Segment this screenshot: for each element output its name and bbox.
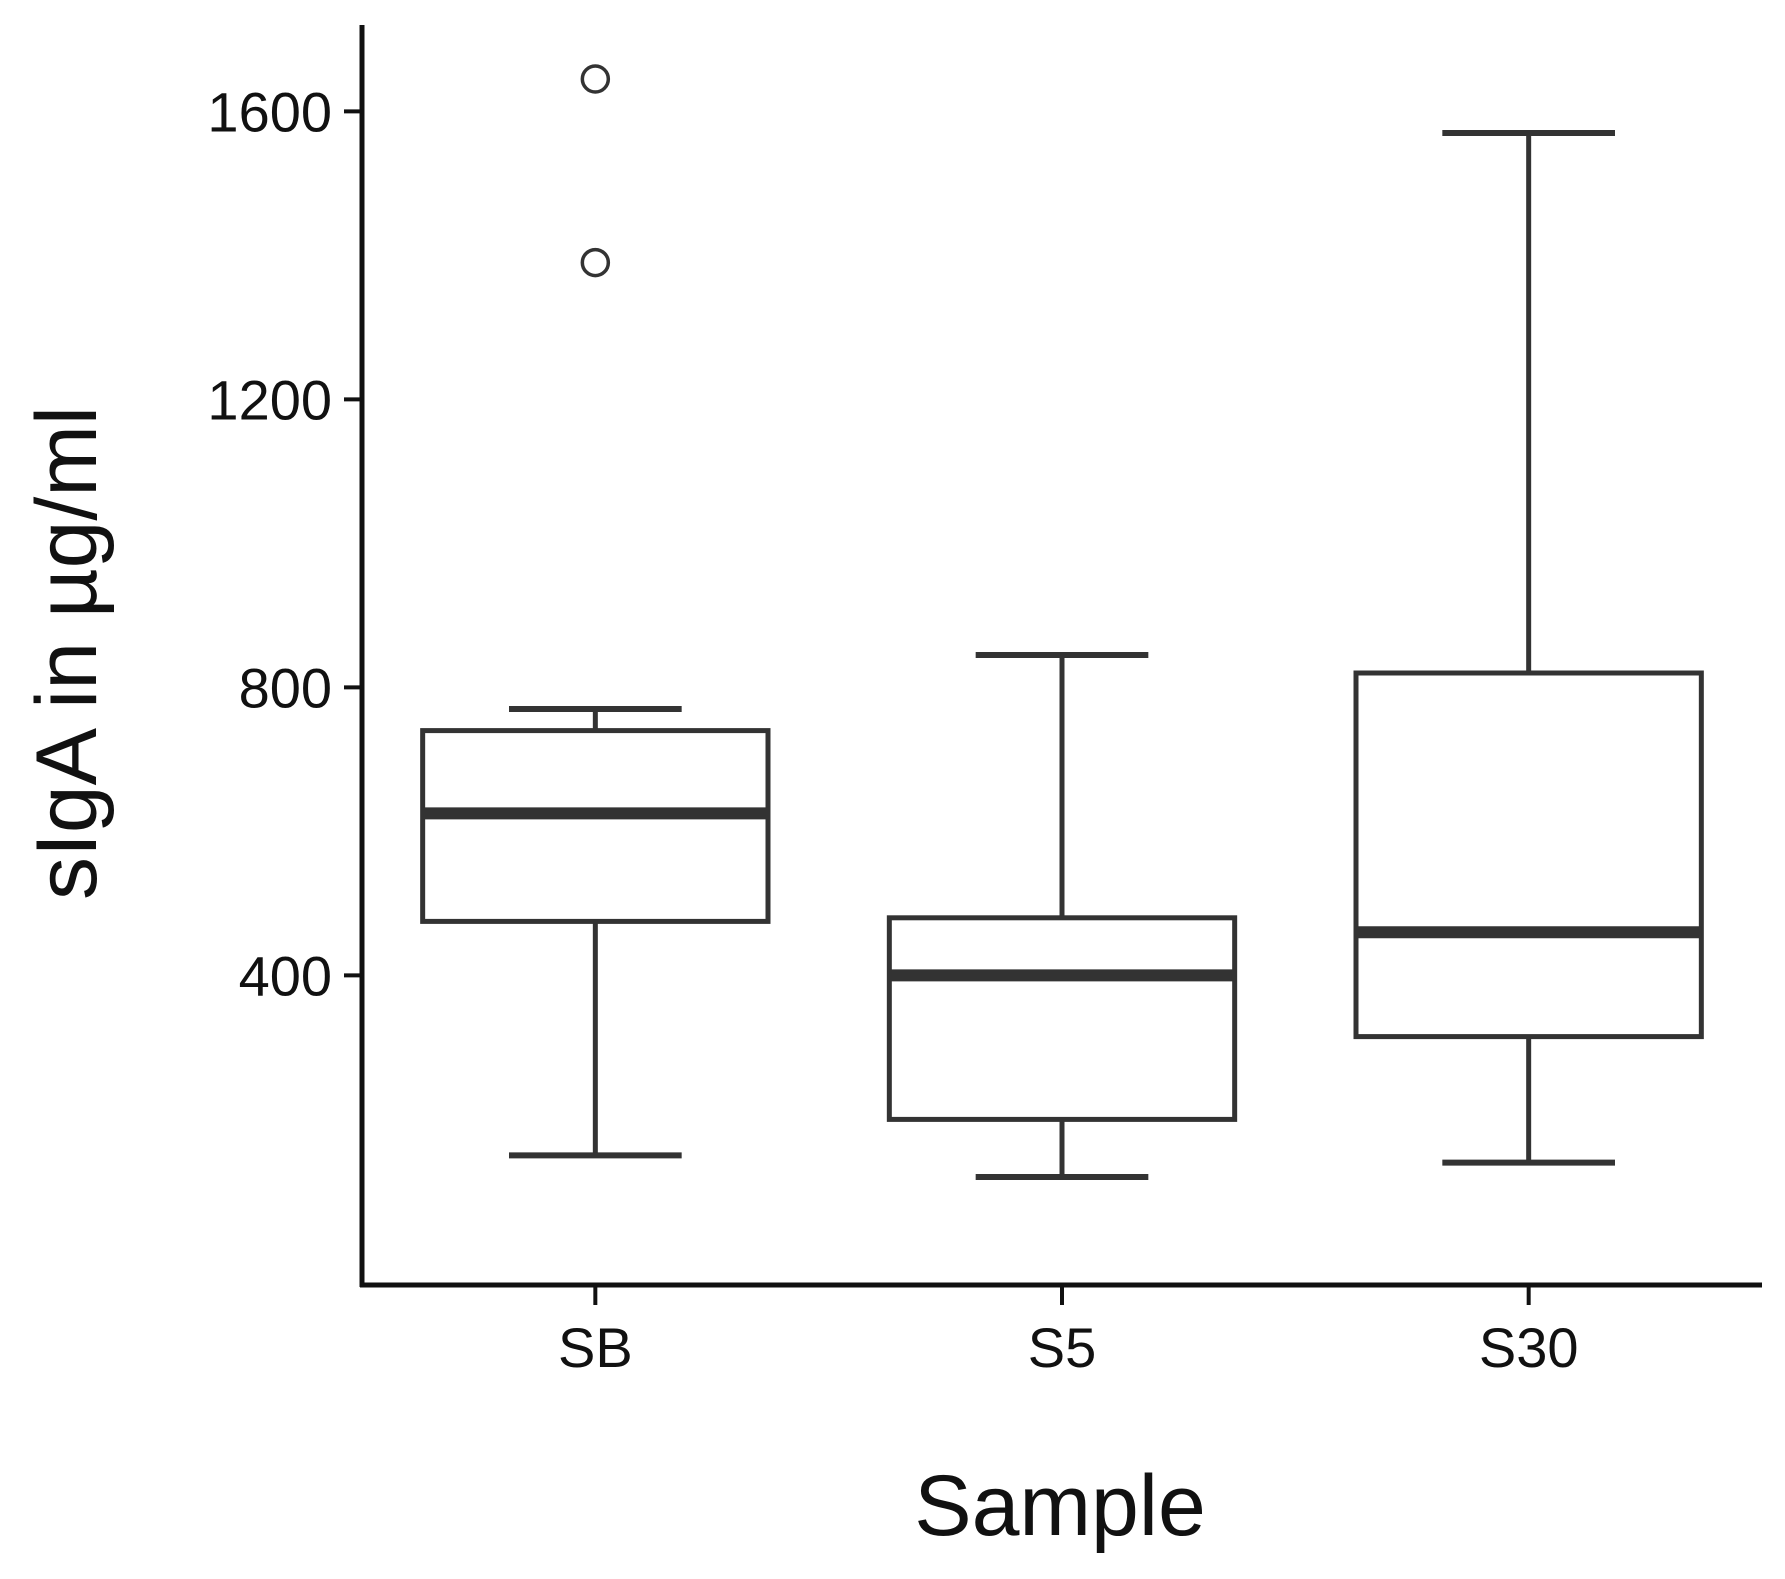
- x-tick-label-s5: S5: [1028, 1316, 1097, 1379]
- box-s5: [886, 915, 1238, 1122]
- box-sb: [420, 728, 771, 924]
- x-tick-label-s30: S30: [1479, 1316, 1579, 1379]
- outlier-sb-1: [580, 247, 611, 278]
- outlier-sb-2: [580, 64, 611, 94]
- x-tick-label-sb: SB: [558, 1316, 633, 1379]
- y-tick-label-1600: 1600: [207, 80, 332, 143]
- y-tick-label-1200: 1200: [207, 368, 332, 431]
- chart-marks: [420, 64, 1704, 1180]
- y-axis-title: sIgA in µg/ml: [19, 406, 115, 900]
- x-axis-title: Sample: [914, 1458, 1206, 1554]
- box-s30: [1353, 670, 1704, 1040]
- y-tick-label-400: 400: [239, 944, 332, 1007]
- y-tick-label-800: 800: [239, 656, 332, 719]
- chart-axes: 400 800 1200 1600 SB S5 S30: [207, 25, 1762, 1379]
